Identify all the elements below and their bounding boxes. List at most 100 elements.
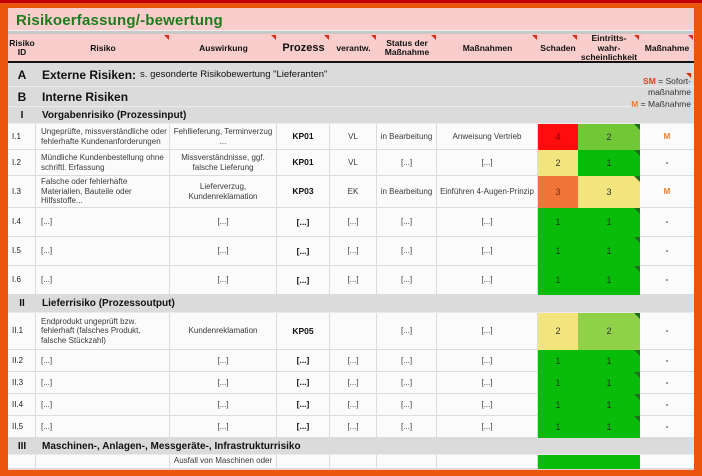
cell-massnahmen[interactable] <box>437 455 538 469</box>
header-risiko-id[interactable]: Risiko ID <box>9 37 35 58</box>
cell-prozess[interactable]: KP01 <box>277 150 330 176</box>
cell-risiko-id[interactable]: II.2 <box>8 350 36 372</box>
cell-massnahme[interactable]: - <box>640 150 694 176</box>
cell-massnahme[interactable] <box>640 455 694 469</box>
cell-verantw[interactable]: [...] <box>330 372 377 394</box>
section-label[interactable]: Lieferrisiko (Prozessoutput) <box>42 298 175 309</box>
cell-auswirkung[interactable]: [...] <box>170 416 277 438</box>
cell-prozess[interactable]: [...] <box>277 394 330 416</box>
cell-status[interactable]: [...] <box>377 237 437 266</box>
cell-schaden[interactable]: 1 <box>538 237 578 266</box>
cell-prozess[interactable]: [...] <box>277 237 330 266</box>
cell-auswirkung[interactable]: [...] <box>170 394 277 416</box>
cell-risiko[interactable]: [...] <box>36 394 170 416</box>
cell-auswirkung[interactable]: Fehllieferung, Terminverzug ... <box>170 124 277 150</box>
cell-massnahme[interactable]: M <box>640 124 694 150</box>
cell-eintrittswahrscheinlichkeit[interactable]: 1 <box>578 350 640 372</box>
cell-auswirkung[interactable]: [...] <box>170 266 277 295</box>
header-prozess[interactable]: Prozess <box>277 34 330 63</box>
cell-schaden[interactable]: 1 <box>538 416 578 438</box>
header-verantw[interactable]: verantw. <box>330 34 377 63</box>
cell-massnahme[interactable]: - <box>640 208 694 237</box>
cell-massnahme[interactable]: - <box>640 237 694 266</box>
cell-risiko[interactable]: [...] <box>36 372 170 394</box>
cell-schaden[interactable]: 1 <box>538 266 578 295</box>
cell-eintrittswahrscheinlichkeit[interactable]: 1 <box>578 208 640 237</box>
cell-auswirkung[interactable]: Missverständnisse, ggf. falsche Lieferun… <box>170 150 277 176</box>
cell-massnahmen[interactable]: Anweisung Vertrieb <box>437 124 538 150</box>
cell-risiko-id[interactable]: I.4 <box>8 208 36 237</box>
cell-massnahme[interactable]: - <box>640 266 694 295</box>
cell-auswirkung[interactable]: [...] <box>170 350 277 372</box>
cell-risiko-id[interactable]: I.3 <box>8 176 36 208</box>
cell-schaden[interactable]: 1 <box>538 350 578 372</box>
cell-prozess[interactable]: KP05 <box>277 313 330 350</box>
cell-schaden[interactable]: 1 <box>538 372 578 394</box>
header-auswirkung[interactable]: Auswirkung <box>170 34 277 63</box>
section-label[interactable]: Interne Risiken <box>42 89 129 104</box>
cell-risiko-id[interactable]: II.1 <box>8 313 36 350</box>
cell-schaden[interactable]: 2 <box>538 313 578 350</box>
cell-eintrittswahrscheinlichkeit[interactable]: 1 <box>578 394 640 416</box>
section-id[interactable]: A <box>17 67 27 82</box>
section-id[interactable]: I <box>20 109 24 121</box>
cell-verantw[interactable] <box>330 313 377 350</box>
cell-verantw[interactable]: VL <box>330 124 377 150</box>
cell-eintrittswahrscheinlichkeit[interactable]: 1 <box>578 372 640 394</box>
cell-prozess[interactable]: [...] <box>277 350 330 372</box>
cell-massnahmen[interactable]: [...] <box>437 266 538 295</box>
cell-status[interactable]: [...] <box>377 208 437 237</box>
cell-verantw[interactable]: EK <box>330 176 377 208</box>
cell-risiko-id[interactable]: I.1 <box>8 124 36 150</box>
cell-status[interactable]: [...] <box>377 313 437 350</box>
cell-risiko[interactable]: Endprodukt ungeprüft bzw. fehlerhaft (fa… <box>36 313 170 350</box>
cell-auswirkung[interactable]: Kundenreklamation <box>170 313 277 350</box>
cell-schaden[interactable] <box>538 455 578 469</box>
cell-risiko-id[interactable]: I.6 <box>8 266 36 295</box>
cell-prozess[interactable]: KP01 <box>277 124 330 150</box>
cell-status[interactable]: [...] <box>377 416 437 438</box>
cell-risiko[interactable]: [...] <box>36 208 170 237</box>
cell-eintrittswahrscheinlichkeit[interactable]: 1 <box>578 416 640 438</box>
cell-auswirkung[interactable]: [...] <box>170 237 277 266</box>
cell-status[interactable]: in Bearbeitung <box>377 124 437 150</box>
cell-massnahme[interactable]: - <box>640 416 694 438</box>
cell-massnahmen[interactable]: Einführen 4-Augen-Prinzip <box>437 176 538 208</box>
header-massnahmen[interactable]: Maßnahmen <box>437 34 538 63</box>
cell-verantw[interactable]: [...] <box>330 237 377 266</box>
cell-massnahmen[interactable]: [...] <box>437 416 538 438</box>
cell-risiko-id[interactable]: II.4 <box>8 394 36 416</box>
cell-schaden[interactable]: 2 <box>538 150 578 176</box>
cell-prozess[interactable]: [...] <box>277 416 330 438</box>
cell-schaden[interactable]: 4 <box>538 124 578 150</box>
cell-risiko[interactable]: Ungeprüfte, missverständliche oder fehle… <box>36 124 170 150</box>
cell-massnahme[interactable]: - <box>640 372 694 394</box>
cell-massnahmen[interactable]: [...] <box>437 313 538 350</box>
cell-auswirkung[interactable]: Ausfall von Maschinen oder <box>170 455 277 469</box>
cell-risiko[interactable]: [...] <box>36 350 170 372</box>
section-id[interactable]: III <box>17 440 27 452</box>
header-risiko[interactable]: Risiko <box>36 34 170 63</box>
cell-auswirkung[interactable]: Lieferverzug, Kundenreklamation <box>170 176 277 208</box>
cell-status[interactable]: [...] <box>377 350 437 372</box>
cell-risiko[interactable]: [...] <box>36 237 170 266</box>
cell-verantw[interactable]: [...] <box>330 394 377 416</box>
section-label[interactable]: Maschinen-, Anlagen-, Messgeräte-, Infra… <box>42 440 301 452</box>
cell-massnahme[interactable]: - <box>640 313 694 350</box>
header-schaden[interactable]: Schaden <box>538 34 578 63</box>
cell-schaden[interactable]: 3 <box>538 176 578 208</box>
section-id[interactable]: B <box>17 89 27 104</box>
cell-prozess[interactable]: [...] <box>277 372 330 394</box>
cell-eintrittswahrscheinlichkeit[interactable]: 1 <box>578 237 640 266</box>
cell-eintrittswahrscheinlichkeit[interactable]: 1 <box>578 266 640 295</box>
cell-risiko[interactable]: [...] <box>36 266 170 295</box>
cell-status[interactable] <box>377 455 437 469</box>
cell-prozess[interactable] <box>277 455 330 469</box>
section-label[interactable]: Externe Risiken: s. gesonderte Risikobewe… <box>42 67 328 82</box>
cell-status[interactable]: [...] <box>377 372 437 394</box>
cell-massnahme[interactable]: - <box>640 350 694 372</box>
cell-eintrittswahrscheinlichkeit[interactable] <box>578 455 640 469</box>
cell-risiko-id[interactable]: II.5 <box>8 416 36 438</box>
header-status[interactable]: Status der Maßnahme <box>377 34 437 63</box>
cell-massnahmen[interactable]: [...] <box>437 394 538 416</box>
